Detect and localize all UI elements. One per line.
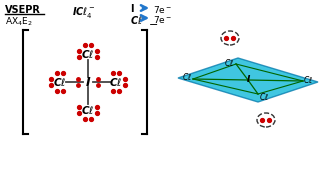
Text: C$\ell$: C$\ell$ — [53, 76, 67, 88]
Text: I: I — [247, 75, 251, 84]
Text: 7e$^-$: 7e$^-$ — [153, 4, 172, 15]
Text: I: I — [86, 75, 90, 89]
Text: C$\ell$: C$\ell$ — [130, 14, 143, 26]
Text: $-$: $-$ — [148, 18, 158, 28]
Text: C$\ell$: C$\ell$ — [303, 73, 313, 84]
Polygon shape — [178, 58, 318, 102]
Text: IC$\ell$$_4^-$: IC$\ell$$_4^-$ — [72, 5, 95, 20]
Text: 7e$^-$: 7e$^-$ — [153, 14, 172, 25]
Text: C$\ell$: C$\ell$ — [182, 71, 192, 82]
Text: C$\ell$: C$\ell$ — [109, 76, 123, 88]
Text: C$\ell$: C$\ell$ — [259, 91, 269, 102]
Text: C$\ell$: C$\ell$ — [81, 48, 95, 60]
Text: I: I — [130, 4, 133, 14]
Text: C$\ell$: C$\ell$ — [81, 104, 95, 116]
Text: AX$_4$E$_2$: AX$_4$E$_2$ — [5, 15, 33, 28]
Text: C$\ell$: C$\ell$ — [224, 57, 234, 68]
Text: VSEPR: VSEPR — [5, 5, 41, 15]
